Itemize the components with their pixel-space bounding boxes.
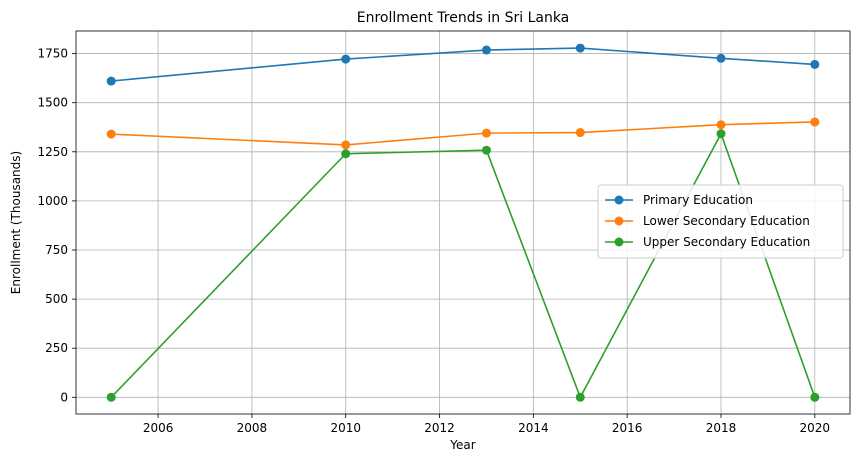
data-point <box>717 54 726 63</box>
y-tick-label: 250 <box>45 341 68 355</box>
legend-marker <box>615 238 624 247</box>
data-point <box>107 77 116 86</box>
legend-label: Primary Education <box>643 193 753 207</box>
data-point <box>341 55 350 64</box>
legend-label: Upper Secondary Education <box>643 235 810 249</box>
legend-marker <box>615 217 624 226</box>
y-tick-label: 1750 <box>37 47 68 61</box>
data-point <box>482 146 491 155</box>
data-point <box>810 60 819 69</box>
data-point <box>107 393 116 402</box>
x-tick-label: 2012 <box>424 421 455 435</box>
y-tick-label: 1000 <box>37 194 68 208</box>
y-tick-label: 0 <box>60 390 68 404</box>
x-axis-ticks: 2006 2008 2010 2012 2014 2016 2018 2020 <box>143 414 830 435</box>
data-point <box>810 393 819 402</box>
x-tick-label: 2016 <box>612 421 643 435</box>
data-point <box>107 130 116 139</box>
data-point <box>576 44 585 53</box>
data-point <box>482 129 491 138</box>
x-tick-label: 2020 <box>800 421 831 435</box>
data-point <box>576 393 585 402</box>
data-point <box>810 117 819 126</box>
y-tick-label: 500 <box>45 292 68 306</box>
data-point <box>341 149 350 158</box>
y-tick-label: 750 <box>45 243 68 257</box>
y-tick-label: 1500 <box>37 96 68 110</box>
chart-title: Enrollment Trends in Sri Lanka <box>357 10 570 26</box>
data-point <box>576 128 585 137</box>
y-axis-ticks: 0 250 500 750 1000 1250 1500 1750 <box>37 47 76 405</box>
legend-label: Lower Secondary Education <box>643 214 810 228</box>
legend-marker <box>615 196 624 205</box>
data-point <box>482 46 491 55</box>
x-tick-label: 2018 <box>706 421 737 435</box>
x-tick-label: 2008 <box>237 421 268 435</box>
legend[interactable]: Primary Education Lower Secondary Educati… <box>598 185 843 258</box>
data-point <box>717 120 726 129</box>
data-point <box>341 140 350 149</box>
data-point <box>717 129 726 138</box>
x-tick-label: 2010 <box>330 421 361 435</box>
x-tick-label: 2006 <box>143 421 174 435</box>
x-axis-label: Year <box>449 438 475 452</box>
x-tick-label: 2014 <box>518 421 549 435</box>
y-tick-label: 1250 <box>37 145 68 159</box>
y-axis-label: Enrollment (Thousands) <box>9 151 23 294</box>
